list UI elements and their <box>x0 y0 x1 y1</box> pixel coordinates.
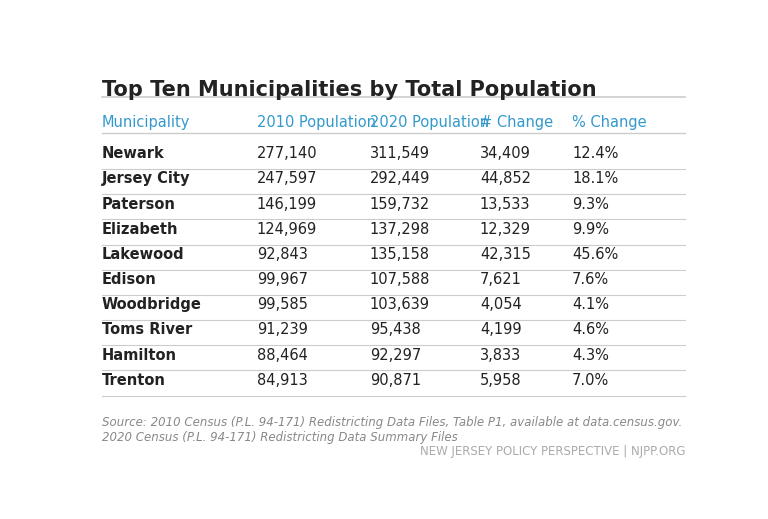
Text: Trenton: Trenton <box>102 373 166 388</box>
Text: 7.0%: 7.0% <box>572 373 610 388</box>
Text: 146,199: 146,199 <box>257 197 317 212</box>
Text: 159,732: 159,732 <box>370 197 430 212</box>
Text: 90,871: 90,871 <box>370 373 421 388</box>
Text: 95,438: 95,438 <box>370 322 421 337</box>
Text: 3,833: 3,833 <box>480 348 521 363</box>
Text: Newark: Newark <box>102 146 164 161</box>
Text: 91,239: 91,239 <box>257 322 307 337</box>
Text: 5,958: 5,958 <box>480 373 521 388</box>
Text: 34,409: 34,409 <box>480 146 531 161</box>
Text: Hamilton: Hamilton <box>102 348 177 363</box>
Text: Jersey City: Jersey City <box>102 171 190 186</box>
Text: 44,852: 44,852 <box>480 171 531 186</box>
Text: Edison: Edison <box>102 272 157 287</box>
Text: 137,298: 137,298 <box>370 222 430 237</box>
Text: 92,297: 92,297 <box>370 348 421 363</box>
Text: NEW JERSEY POLICY PERSPECTIVE | NJPP.ORG: NEW JERSEY POLICY PERSPECTIVE | NJPP.ORG <box>420 445 685 458</box>
Text: # Change: # Change <box>480 115 553 130</box>
Text: 2010 Population: 2010 Population <box>257 115 376 130</box>
Text: 7,621: 7,621 <box>480 272 521 287</box>
Text: 292,449: 292,449 <box>370 171 430 186</box>
Text: % Change: % Change <box>572 115 647 130</box>
Text: 4.1%: 4.1% <box>572 297 609 312</box>
Text: 4,199: 4,199 <box>480 322 521 337</box>
Text: 135,158: 135,158 <box>370 247 430 262</box>
Text: Lakewood: Lakewood <box>102 247 184 262</box>
Text: 4.3%: 4.3% <box>572 348 609 363</box>
Text: 4,054: 4,054 <box>480 297 521 312</box>
Text: Municipality: Municipality <box>102 115 190 130</box>
Text: 18.1%: 18.1% <box>572 171 618 186</box>
Text: 277,140: 277,140 <box>257 146 317 161</box>
Text: 99,585: 99,585 <box>257 297 307 312</box>
Text: 84,913: 84,913 <box>257 373 307 388</box>
Text: 42,315: 42,315 <box>480 247 531 262</box>
Text: 247,597: 247,597 <box>257 171 317 186</box>
Text: 13,533: 13,533 <box>480 197 531 212</box>
Text: 99,967: 99,967 <box>257 272 308 287</box>
Text: 103,639: 103,639 <box>370 297 430 312</box>
Text: 92,843: 92,843 <box>257 247 307 262</box>
Text: 107,588: 107,588 <box>370 272 430 287</box>
Text: 12,329: 12,329 <box>480 222 531 237</box>
Text: 9.9%: 9.9% <box>572 222 609 237</box>
Text: 12.4%: 12.4% <box>572 146 618 161</box>
Text: 88,464: 88,464 <box>257 348 307 363</box>
Text: Paterson: Paterson <box>102 197 176 212</box>
Text: Source: 2010 Census (P.L. 94-171) Redistricting Data Files, Table P1, available : Source: 2010 Census (P.L. 94-171) Redist… <box>102 416 682 444</box>
Text: Elizabeth: Elizabeth <box>102 222 178 237</box>
Text: Toms River: Toms River <box>102 322 192 337</box>
Text: 311,549: 311,549 <box>370 146 430 161</box>
Text: 124,969: 124,969 <box>257 222 317 237</box>
Text: 2020 Population: 2020 Population <box>370 115 489 130</box>
Text: 9.3%: 9.3% <box>572 197 609 212</box>
Text: Top Ten Municipalities by Total Population: Top Ten Municipalities by Total Populati… <box>102 80 597 100</box>
Text: 7.6%: 7.6% <box>572 272 609 287</box>
Text: Woodbridge: Woodbridge <box>102 297 202 312</box>
Text: 45.6%: 45.6% <box>572 247 618 262</box>
Text: 4.6%: 4.6% <box>572 322 609 337</box>
